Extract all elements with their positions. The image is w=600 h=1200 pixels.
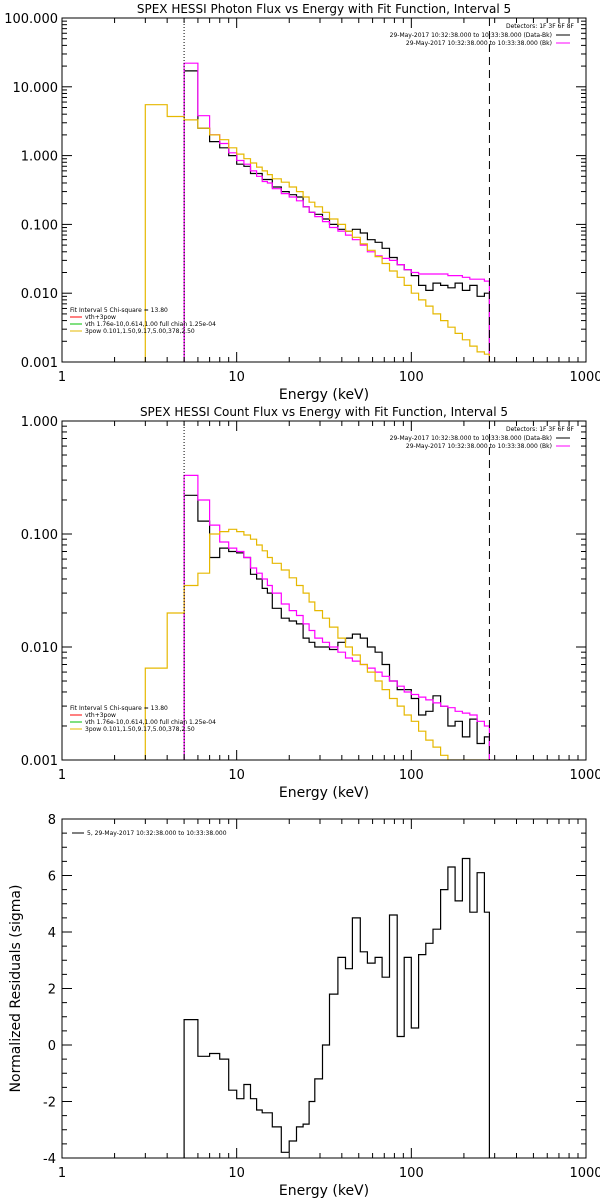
plot-frame <box>61 818 587 1159</box>
legend-entry: 29-May-2017 10:32:38.000 to 10:33:38.000… <box>406 443 552 450</box>
x-tick-label: 10 <box>228 768 245 783</box>
legend-detectors: Detectors: 1F 3F 6F 8F <box>506 23 575 30</box>
x-axis: 1 10 100 1000 <box>58 819 600 1181</box>
legend-fit-info: Fit Interval 5 Chi-square = 13.80 <box>70 307 168 314</box>
series-line-2 <box>144 104 490 362</box>
legend-bottom-left: Fit Interval 5 Chi-square = 13.80vth+3po… <box>70 307 216 335</box>
y-tick-label: 0.010 <box>21 641 58 656</box>
series-group <box>144 474 490 760</box>
legend-entry: 3pow 0.101,1.50,9.17,5.00,378,2.50 <box>85 726 195 733</box>
x-axis-label: Energy (keV) <box>279 785 369 801</box>
y-tick-label: -2 <box>43 1096 56 1111</box>
x-tick-label: 1000 <box>569 1166 600 1181</box>
y-axis-label: Normalized Residuals (sigma) <box>8 885 24 1093</box>
y-tick-label: -4 <box>43 1152 56 1167</box>
x-axis-label: Energy (keV) <box>279 1183 369 1199</box>
legend-bottom-left: Fit Interval 5 Chi-square = 13.80vth+3po… <box>70 705 216 733</box>
legend-top-right: Detectors: 1F 3F 6F 8F 29-May-2017 10:32:… <box>390 23 575 47</box>
x-axis: 1 10 100 1000 <box>58 421 600 783</box>
y-tick-label: 6 <box>48 870 56 885</box>
legend-entry: vth+3pow <box>85 712 116 719</box>
legend-entry: 29-May-2017 10:32:38.000 to 10:33:38.000… <box>390 435 552 442</box>
y-tick-label: 0 <box>48 1039 56 1054</box>
legend-fit-info: Fit Interval 5 Chi-square = 13.80 <box>70 705 168 712</box>
x-tick-label: 1000 <box>569 768 600 783</box>
count-flux-panel: SPEX HESSI Count Flux vs Energy with Fit… <box>21 405 600 801</box>
series-line-1 <box>183 474 490 760</box>
y-tick-label: 0.001 <box>21 356 58 371</box>
y-tick-label: 0.100 <box>21 218 58 233</box>
chart-title: SPEX HESSI Count Flux vs Energy with Fit… <box>140 405 508 419</box>
legend-entry: 29-May-2017 10:32:38.000 to 10:33:38.000… <box>406 40 552 47</box>
y-axis: 0.001 0.010 0.100 1.000 <box>21 415 586 769</box>
x-tick-label: 100 <box>399 1166 424 1181</box>
series-line-0 <box>183 857 490 1158</box>
series-group <box>183 857 490 1158</box>
x-tick-label: 10 <box>228 1166 245 1181</box>
x-axis-label: Energy (keV) <box>279 387 369 403</box>
legend-entry: 3pow 0.101,1.50,9.17,5.00,378,2.50 <box>85 328 195 335</box>
x-tick-label: 100 <box>399 370 424 385</box>
y-axis: -4 -2 0 2 4 6 8 <box>43 813 586 1167</box>
y-tick-label: 0.001 <box>21 754 58 769</box>
series-group <box>144 62 490 362</box>
y-tick-label: 0.010 <box>21 287 58 302</box>
legend-entry: vth 1.76e-10,0.614,1.00 full chian 1.25e… <box>85 321 216 328</box>
y-tick-label: 2 <box>48 983 56 998</box>
y-tick-label: 10.000 <box>13 81 59 96</box>
x-axis: 1 10 100 1000 <box>58 18 600 385</box>
series-line-2 <box>144 528 490 760</box>
x-tick-label: 1 <box>58 1166 66 1181</box>
chart-title: SPEX HESSI Photon Flux vs Energy with Fi… <box>137 2 511 16</box>
y-tick-label: 100.000 <box>4 12 58 27</box>
y-tick-label: 0.100 <box>21 528 58 543</box>
photon-flux-panel: SPEX HESSI Photon Flux vs Energy with Fi… <box>4 2 600 403</box>
y-tick-label: 4 <box>48 926 56 941</box>
y-tick-label: 1.000 <box>21 150 58 165</box>
legend-entry: 5, 29-May-2017 10:32:38.000 to 10:33:38.… <box>87 830 227 837</box>
legend-top-left: 5, 29-May-2017 10:32:38.000 to 10:33:38.… <box>72 830 227 837</box>
x-tick-label: 10 <box>228 370 245 385</box>
plot-frame <box>61 17 587 363</box>
series-line-0 <box>183 70 490 362</box>
plot-frame <box>61 420 587 761</box>
legend-entry: vth 1.76e-10,0.614,1.00 full chian 1.25e… <box>85 719 216 726</box>
x-tick-label: 1 <box>58 768 66 783</box>
series-line-1 <box>183 62 490 362</box>
legend-entry: vth+3pow <box>85 314 116 321</box>
legend-top-right: Detectors: 1F 3F 6F 8F 29-May-2017 10:32:… <box>390 426 575 450</box>
legend-entry: 29-May-2017 10:32:38.000 to 10:33:38.000… <box>390 32 552 39</box>
y-tick-label: 8 <box>48 813 56 828</box>
legend-detectors: Detectors: 1F 3F 6F 8F <box>506 426 575 433</box>
residuals-panel: 1 10 100 1000 Energy (keV) -4 -2 0 2 4 6 8 Normalize… <box>8 813 600 1199</box>
y-axis: 0.001 0.010 0.100 1.000 10.000 100.000 <box>4 12 586 371</box>
x-tick-label: 1 <box>58 370 66 385</box>
x-tick-label: 1000 <box>569 370 600 385</box>
x-tick-label: 100 <box>399 768 424 783</box>
y-tick-label: 1.000 <box>21 415 58 430</box>
